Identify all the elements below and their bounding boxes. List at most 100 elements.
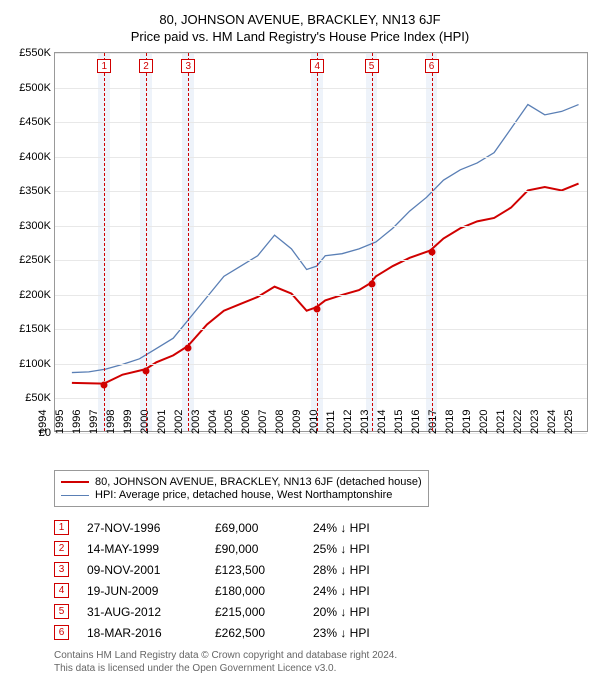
legend-swatch-hpi — [61, 495, 89, 496]
chart-container: £0£50K£100K£150K£200K£250K£300K£350K£400… — [10, 52, 590, 432]
sale-dash-line — [104, 53, 105, 431]
sales-row-date: 14-MAY-1999 — [87, 542, 197, 556]
gridline — [55, 122, 587, 123]
gridline — [55, 433, 587, 434]
x-tick-label: 2020 — [478, 410, 490, 434]
sales-row: 531-AUG-2012£215,00020% ↓ HPI — [54, 601, 590, 622]
x-tick-label: 2025 — [563, 410, 575, 434]
sales-row: 6 18-MAR-2016 £262,500 23% ↓ HPI — [54, 622, 590, 643]
x-tick-label: 2012 — [342, 410, 354, 434]
legend-item-hpi: HPI: Average price, detached house, West… — [61, 489, 422, 501]
x-tick-label: 2005 — [223, 410, 235, 434]
series-line — [72, 105, 579, 373]
sales-row-marker: 2 — [54, 541, 69, 556]
x-tick-label: 1999 — [122, 410, 134, 434]
y-tick-label: £450K — [19, 116, 51, 128]
sales-row-diff: 28% ↓ HPI — [313, 563, 413, 577]
chart-subtitle: Price paid vs. HM Land Registry's House … — [10, 29, 590, 44]
x-tick-label: 1995 — [54, 410, 66, 434]
x-tick-label: 2014 — [376, 410, 388, 434]
sale-point — [143, 367, 150, 374]
legend-swatch-property — [61, 481, 89, 483]
sales-row: 4 19-JUN-2009 £180,000 24% ↓ HPI — [54, 580, 590, 601]
sales-row-price: £123,500 — [215, 563, 295, 577]
sales-row-price: £215,000 — [215, 605, 295, 619]
x-tick-label: 2009 — [291, 410, 303, 434]
sales-row-marker: 6 — [54, 625, 69, 640]
sales-row-diff: 20% ↓ HPI — [313, 605, 413, 619]
sale-marker-box: 5 — [365, 59, 379, 73]
sales-row-marker: 3 — [54, 562, 69, 577]
x-tick-label: 2007 — [257, 410, 269, 434]
sales-row-price: £262,500 — [215, 626, 295, 640]
sales-row-diff: 24% ↓ HPI — [313, 521, 413, 535]
footer-note: Contains HM Land Registry data © Crown c… — [54, 649, 590, 675]
x-tick-label: 2017 — [427, 410, 439, 434]
sale-point — [314, 305, 321, 312]
x-tick-label: 2006 — [240, 410, 252, 434]
footer-line-1: Contains HM Land Registry data © Crown c… — [54, 649, 590, 662]
x-tick-label: 2010 — [308, 410, 320, 434]
sale-marker-box: 3 — [181, 59, 195, 73]
sales-row-diff: 23% ↓ HPI — [313, 626, 413, 640]
gridline — [55, 295, 587, 296]
x-tick-label: 2011 — [325, 410, 337, 434]
y-tick-label: £300K — [19, 220, 51, 232]
sales-row-date: 19-JUN-2009 — [87, 584, 197, 598]
sales-row-marker: 4 — [54, 583, 69, 598]
sales-row-marker: 1 — [54, 520, 69, 535]
footer-line-2: This data is licensed under the Open Gov… — [54, 662, 590, 675]
sales-row-diff: 25% ↓ HPI — [313, 542, 413, 556]
sales-row-diff: 24% ↓ HPI — [313, 584, 413, 598]
sale-marker-box: 6 — [425, 59, 439, 73]
sales-row-date: 18-MAR-2016 — [87, 626, 197, 640]
x-tick-label: 2024 — [546, 410, 558, 434]
x-tick-label: 1997 — [88, 410, 100, 434]
x-tick-label: 2013 — [359, 410, 371, 434]
sales-row: 2 14-MAY-1999 £90,000 25% ↓ HPI — [54, 538, 590, 559]
x-tick-label: 1998 — [105, 410, 117, 434]
sale-marker-box: 4 — [310, 59, 324, 73]
gridline — [55, 191, 587, 192]
legend-label-property: 80, JOHNSON AVENUE, BRACKLEY, NN13 6JF (… — [95, 476, 422, 488]
gridline — [55, 157, 587, 158]
y-tick-label: £550K — [19, 47, 51, 59]
sale-point — [368, 281, 375, 288]
sale-dash-line — [372, 53, 373, 431]
sale-point — [185, 344, 192, 351]
y-tick-label: £250K — [19, 254, 51, 266]
gridline — [55, 88, 587, 89]
x-tick-label: 2003 — [190, 410, 202, 434]
sales-row-date: 27-NOV-1996 — [87, 521, 197, 535]
sales-row: 309-NOV-2001£123,50028% ↓ HPI — [54, 559, 590, 580]
plot-area: £0£50K£100K£150K£200K£250K£300K£350K£400… — [54, 52, 588, 432]
sale-marker-box: 1 — [97, 59, 111, 73]
legend-item-property: 80, JOHNSON AVENUE, BRACKLEY, NN13 6JF (… — [61, 476, 422, 488]
x-tick-label: 2000 — [139, 410, 151, 434]
sales-row-price: £180,000 — [215, 584, 295, 598]
chart-title: 80, JOHNSON AVENUE, BRACKLEY, NN13 6JF — [10, 12, 590, 27]
sale-dash-line — [188, 53, 189, 431]
legend-label-hpi: HPI: Average price, detached house, West… — [95, 489, 392, 501]
sale-marker-box: 2 — [139, 59, 153, 73]
gridline — [55, 329, 587, 330]
gridline — [55, 398, 587, 399]
x-tick-label: 2022 — [512, 410, 524, 434]
y-tick-label: £100K — [19, 358, 51, 370]
sale-dash-line — [317, 53, 318, 431]
x-tick-label: 2021 — [495, 410, 507, 434]
x-tick-label: 2016 — [410, 410, 422, 434]
gridline — [55, 53, 587, 54]
sales-row-price: £90,000 — [215, 542, 295, 556]
x-tick-label: 2015 — [393, 410, 405, 434]
sales-row-marker: 5 — [54, 604, 69, 619]
sale-point — [101, 382, 108, 389]
y-tick-label: £200K — [19, 289, 51, 301]
legend: 80, JOHNSON AVENUE, BRACKLEY, NN13 6JF (… — [54, 470, 429, 507]
gridline — [55, 364, 587, 365]
sales-row: 127-NOV-1996£69,00024% ↓ HPI — [54, 517, 590, 538]
y-tick-label: £400K — [19, 151, 51, 163]
x-tick-label: 2019 — [461, 410, 473, 434]
sale-dash-line — [432, 53, 433, 431]
y-tick-label: £50K — [25, 392, 51, 404]
